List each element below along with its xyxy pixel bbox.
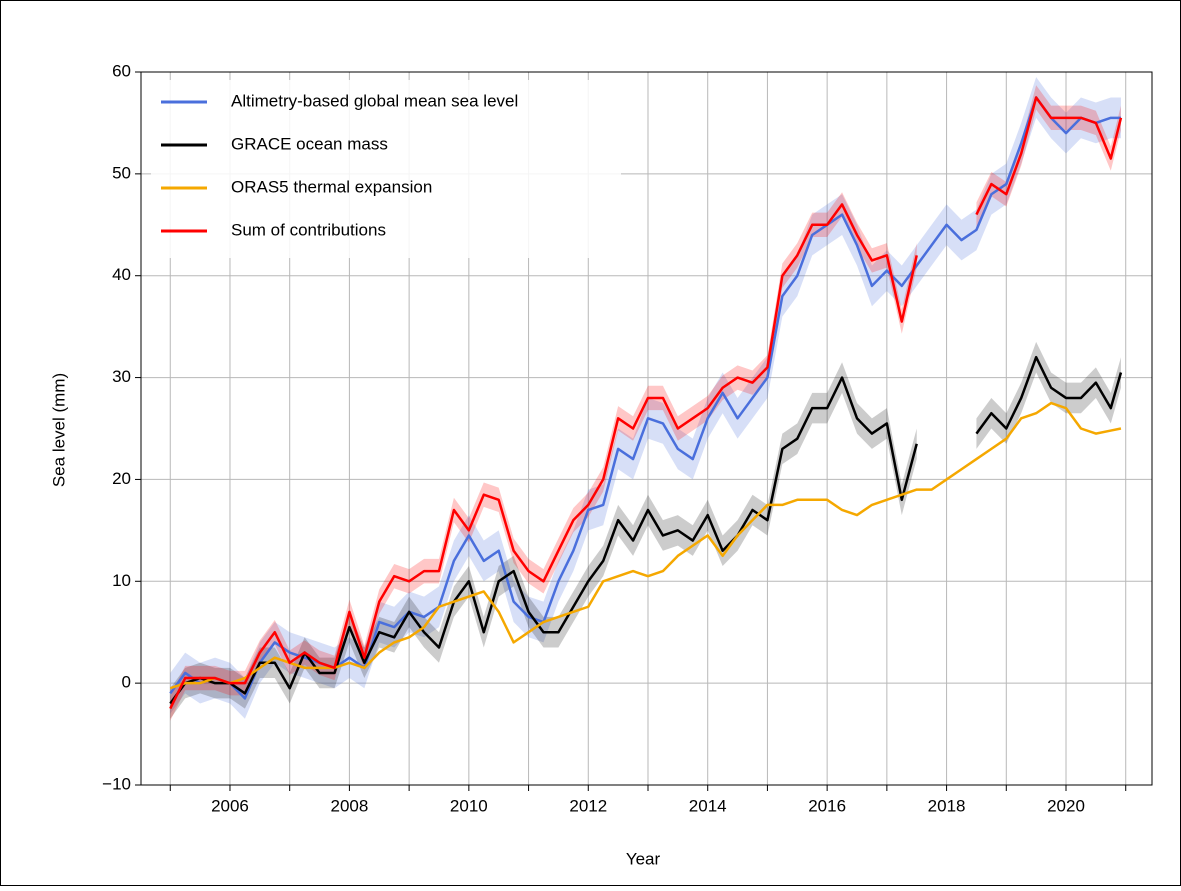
plot-area: −10 0 10 20 30 40 50 60 2006 2008 2010 2012 2014 2016… <box>102 61 1153 815</box>
uncertainty-band <box>170 341 1121 719</box>
legend-label: Sum of contributions <box>231 220 386 239</box>
legend-label: Altimetry-based global mean sea level <box>231 91 518 110</box>
y-tick-label: 40 <box>112 265 131 284</box>
x-tick-label: 2014 <box>689 796 727 815</box>
y-tick-label: 0 <box>122 673 131 692</box>
x-tick-label: 2010 <box>450 796 488 815</box>
y-tick-label: 60 <box>112 61 131 80</box>
x-tick-label: 2012 <box>569 796 607 815</box>
x-tick-label: 2020 <box>1047 796 1085 815</box>
x-tick-label: 2018 <box>928 796 966 815</box>
y-axis-label: Sea level (mm) <box>49 373 68 487</box>
x-axis-label: Year <box>626 849 661 868</box>
legend-label: ORAS5 thermal expansion <box>231 177 432 196</box>
series-line <box>169 401 1122 690</box>
series-line <box>169 355 1123 705</box>
plot-border <box>140 71 1153 786</box>
y-tick-label: −10 <box>102 774 131 793</box>
y-tick-label: 10 <box>112 571 131 590</box>
y-tick-label: 50 <box>112 163 131 182</box>
y-tick-label: 20 <box>112 469 131 488</box>
y-tick-label: 30 <box>112 367 131 386</box>
x-tick-label: 2006 <box>211 796 249 815</box>
x-tick-label: 2008 <box>330 796 368 815</box>
legend-box <box>151 80 621 258</box>
x-tick-label: 2016 <box>808 796 846 815</box>
series-line <box>169 96 1123 710</box>
legend-label: GRACE ocean mass <box>231 134 388 153</box>
